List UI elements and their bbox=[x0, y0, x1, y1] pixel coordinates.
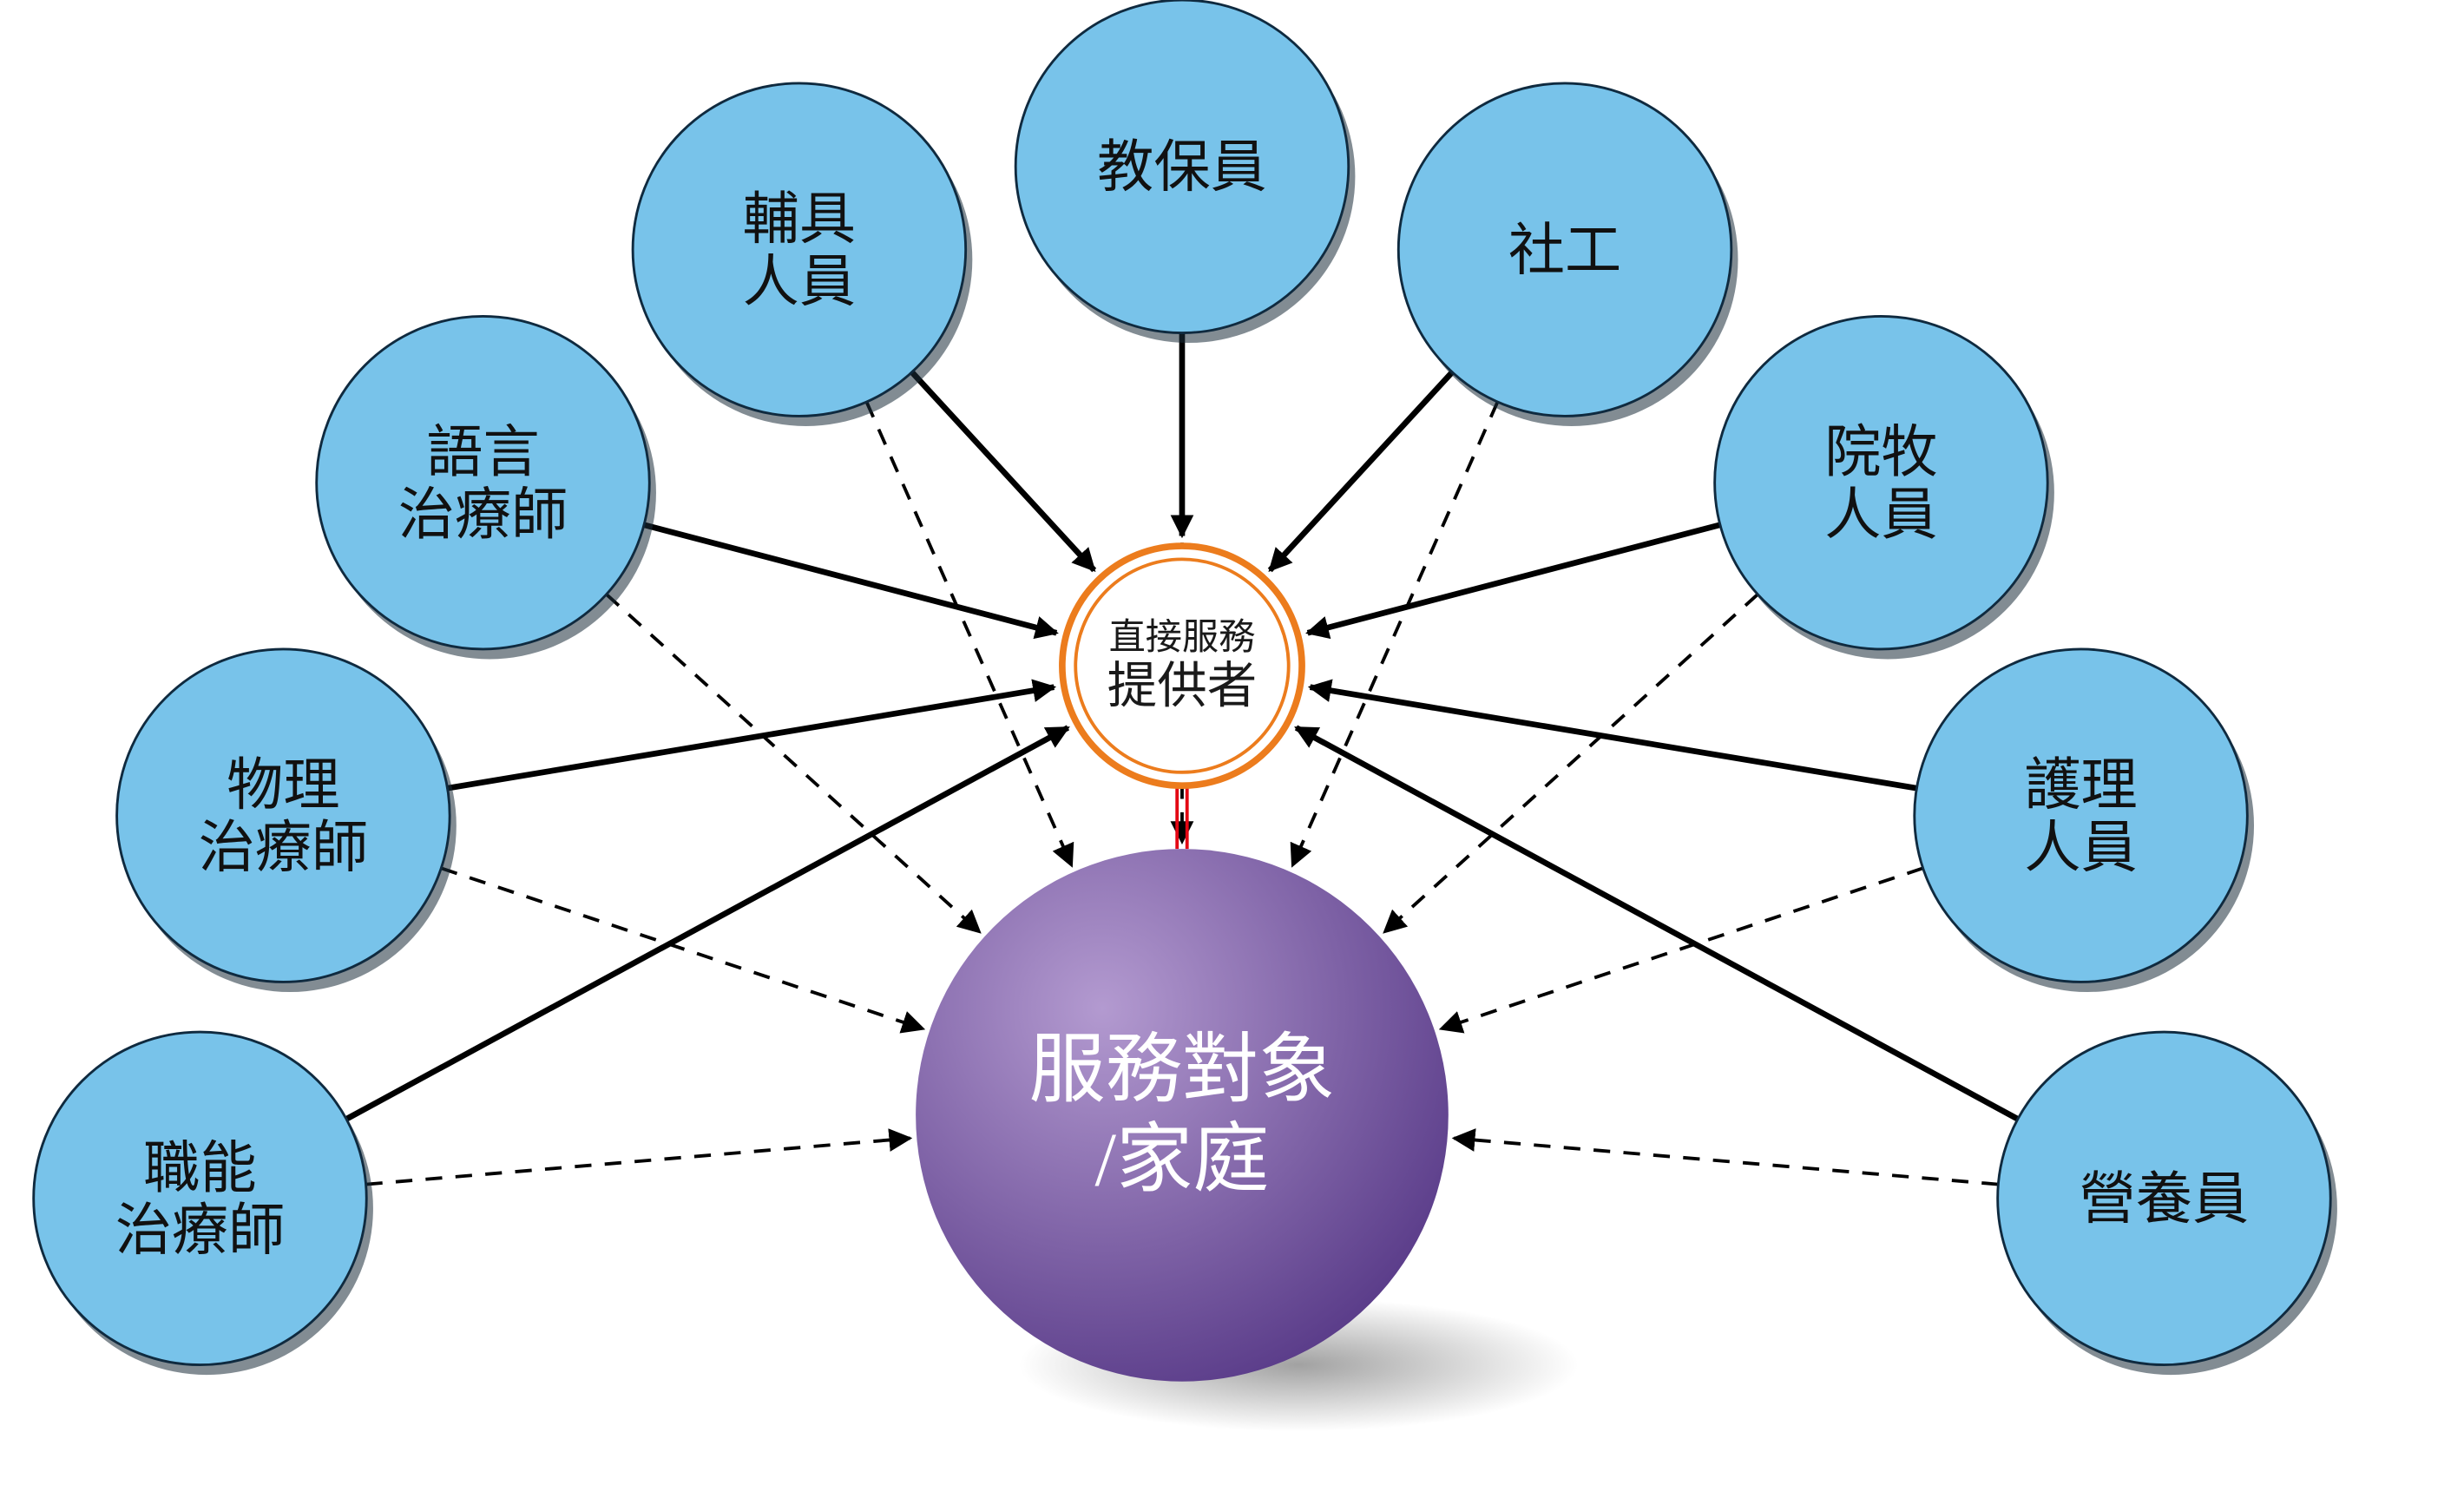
edge-dashed-occupational bbox=[366, 1138, 910, 1184]
edge-solid-speech bbox=[644, 525, 1056, 633]
edge-solid-assistive bbox=[912, 372, 1094, 570]
outer-label-assistive-1: 人員 bbox=[743, 251, 856, 313]
edge-solid-physical bbox=[448, 687, 1055, 788]
outer-label-occupational-0: 職能 bbox=[143, 1138, 256, 1200]
edge-dashed-physical bbox=[441, 868, 923, 1028]
client-label-1: 服務對象 bbox=[1029, 1028, 1336, 1113]
outer-label-chaplain-0: 院牧 bbox=[1824, 422, 1937, 484]
outer-label-nursing-0: 護理 bbox=[2024, 755, 2137, 818]
edge-solid-chaplain bbox=[1308, 525, 1720, 633]
edge-dashed-assistive bbox=[866, 402, 1071, 865]
edge-solid-nursing bbox=[1311, 687, 1917, 788]
outer-label-social-0: 社工 bbox=[1508, 220, 1621, 282]
edge-dashed-social bbox=[1292, 402, 1497, 865]
diagram-canvas: 服務對象/家庭直接服務提供者職能治療師物理治療師語言治療師輔具人員教保員社工院牧… bbox=[0, 0, 2464, 1498]
client-node bbox=[916, 849, 1449, 1382]
outer-label-assistive-0: 輔具 bbox=[743, 189, 856, 252]
edge-dashed-nursing bbox=[1441, 868, 1922, 1028]
edge-dashed-nutrition bbox=[1454, 1138, 1998, 1184]
edge-dashed-chaplain bbox=[1384, 595, 1758, 932]
provider-layer: 直接服務提供者 bbox=[1062, 546, 1302, 785]
outer-label-occupational-1: 治療師 bbox=[115, 1199, 286, 1262]
outer-label-chaplain-1: 人員 bbox=[1824, 484, 1937, 547]
provider-label-1: 直接服務 bbox=[1109, 617, 1256, 658]
client-label-2: /家庭 bbox=[1095, 1117, 1270, 1202]
provider-label-2: 提供者 bbox=[1107, 659, 1258, 713]
outer-label-speech-1: 治療師 bbox=[398, 484, 568, 547]
outer-label-physical-1: 治療師 bbox=[199, 817, 369, 879]
outer-label-educare-0: 教保員 bbox=[1097, 137, 1267, 200]
outer-label-physical-0: 物理 bbox=[227, 755, 339, 818]
outer-label-nutrition-0: 營養員 bbox=[2080, 1169, 2250, 1232]
edge-dashed-speech bbox=[607, 595, 980, 932]
outer-label-speech-0: 語言 bbox=[426, 422, 539, 484]
edge-solid-social bbox=[1270, 372, 1452, 570]
outer-label-nursing-1: 人員 bbox=[2024, 817, 2137, 879]
